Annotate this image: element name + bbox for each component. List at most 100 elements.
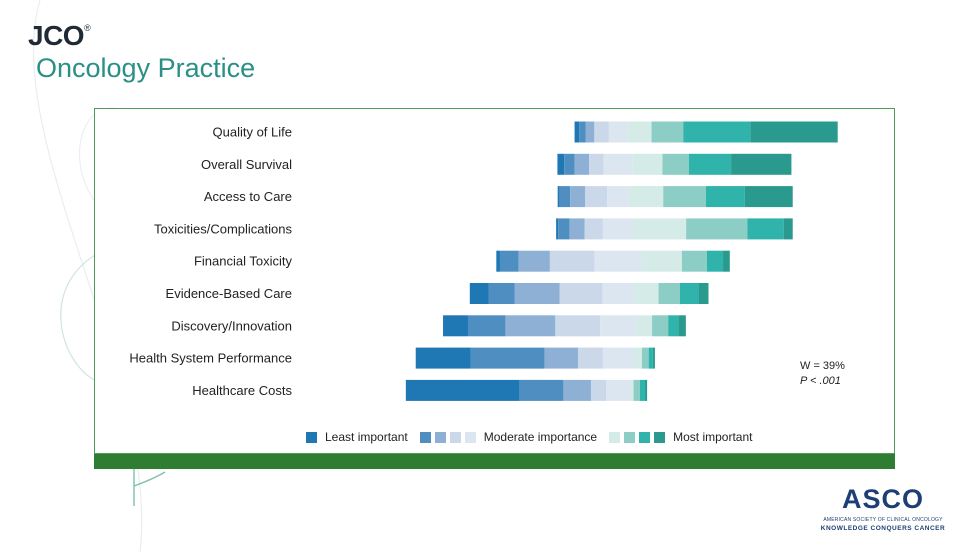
bar-segment-rank-6 bbox=[628, 186, 664, 208]
statistics-annotation: W = 39% P < .001 bbox=[800, 359, 845, 389]
bar-segment-rank-1 bbox=[496, 250, 500, 272]
category-label: Quality of Life bbox=[213, 125, 293, 140]
bar-segment-rank-6 bbox=[627, 121, 652, 143]
legend-swatch-rank-2 bbox=[419, 431, 431, 443]
bar-segment-rank-9 bbox=[678, 315, 686, 337]
bar-segment-rank-4 bbox=[559, 283, 603, 304]
bar-segment-rank-2 bbox=[470, 347, 545, 369]
chart-legend: Least important Moderate importance Most… bbox=[306, 430, 764, 444]
asco-tagline: KNOWLEDGE CONQUERS CANCER bbox=[820, 525, 946, 532]
bar-segment-rank-2 bbox=[499, 250, 519, 272]
bar-segment-rank-4 bbox=[589, 153, 604, 175]
bar-segment-rank-8 bbox=[747, 218, 784, 240]
bar-segment-rank-9 bbox=[783, 218, 793, 240]
asco-logo: ASCO AMERICAN SOCIETY OF CLINICAL ONCOLO… bbox=[818, 484, 948, 533]
bar-segment-rank-4 bbox=[577, 347, 603, 369]
bar-segment-rank-3 bbox=[505, 315, 556, 337]
category-label: Evidence-Based Care bbox=[166, 286, 292, 301]
kendall-w-label: W = 39% bbox=[800, 360, 845, 372]
bar-segment-rank-4 bbox=[594, 121, 609, 143]
bar-segment-rank-7 bbox=[651, 121, 684, 143]
bar-segment-rank-7 bbox=[658, 283, 680, 304]
category-label: Health System Performance bbox=[129, 351, 292, 366]
bar-segment-rank-4 bbox=[584, 218, 603, 240]
legend-swatch-rank-6 bbox=[609, 431, 621, 443]
legend-swatch-rank-8 bbox=[639, 431, 651, 443]
legend-swatch-rank-9 bbox=[654, 431, 666, 443]
bar-segment-rank-4 bbox=[555, 315, 601, 337]
bar-segment-rank-1 bbox=[574, 121, 580, 143]
bar-segment-rank-2 bbox=[467, 315, 506, 337]
bar-segment-rank-6 bbox=[633, 218, 687, 240]
category-label: Financial Toxicity bbox=[194, 254, 293, 269]
bar-segment-rank-9 bbox=[731, 153, 792, 175]
bar-segment-rank-2 bbox=[564, 153, 575, 175]
registered-mark: ® bbox=[84, 23, 91, 33]
legend-label-most: Most important bbox=[673, 430, 753, 444]
category-label: Toxicities/Complications bbox=[154, 221, 292, 236]
journal-short-name: JCO bbox=[28, 20, 85, 51]
bar-segment-rank-3 bbox=[514, 283, 560, 304]
legend-swatch-rank-1 bbox=[306, 431, 317, 443]
bar-segment-rank-5 bbox=[608, 121, 628, 143]
bar-segment-rank-7 bbox=[641, 347, 649, 369]
legend-swatch-rank-3 bbox=[434, 431, 446, 443]
bar-segment-rank-1 bbox=[557, 153, 565, 175]
bar-segment-rank-2 bbox=[579, 121, 586, 143]
bar-segment-rank-6 bbox=[641, 250, 682, 272]
bar-segment-rank-2 bbox=[488, 283, 515, 304]
bar-segment-rank-5 bbox=[602, 347, 634, 369]
bar-segment-rank-4 bbox=[585, 186, 608, 208]
bar-segment-rank-7 bbox=[662, 153, 689, 175]
bar-segment-rank-5 bbox=[602, 218, 634, 240]
bar-segment-rank-7 bbox=[652, 315, 669, 337]
bar-segment-rank-1 bbox=[557, 186, 560, 208]
bar-segment-rank-7 bbox=[681, 250, 707, 272]
bar-segment-rank-8 bbox=[639, 379, 646, 401]
bar-segment-rank-2 bbox=[559, 186, 571, 208]
legend-swatch-rank-7 bbox=[624, 431, 636, 443]
footer-accent-bar bbox=[94, 454, 895, 469]
category-label: Access to Care bbox=[204, 189, 292, 204]
bar-segment-rank-3 bbox=[518, 250, 550, 272]
bar-segment-rank-5 bbox=[594, 250, 642, 272]
bar-segment-rank-3 bbox=[585, 121, 595, 143]
bar-segment-rank-8 bbox=[648, 347, 653, 369]
bar-segment-rank-5 bbox=[602, 283, 634, 304]
bar-segment-rank-8 bbox=[679, 283, 699, 304]
bar-segment-rank-3 bbox=[563, 379, 591, 401]
bar-segment-rank-8 bbox=[688, 153, 732, 175]
bar-segment-rank-9 bbox=[744, 186, 793, 208]
bar-segment-rank-6 bbox=[629, 379, 634, 401]
category-label: Discovery/Innovation bbox=[171, 318, 292, 333]
legend-swatch-rank-4 bbox=[449, 431, 461, 443]
bar-segment-rank-6 bbox=[632, 153, 663, 175]
bar-segment-rank-8 bbox=[683, 121, 751, 143]
bar-segment-rank-5 bbox=[607, 186, 629, 208]
category-label: Overall Survival bbox=[201, 157, 292, 172]
bar-segment-rank-4 bbox=[549, 250, 595, 272]
p-value-label: P < .001 bbox=[800, 375, 841, 387]
bar-segment-rank-3 bbox=[544, 347, 578, 369]
bar-segment-rank-1 bbox=[405, 379, 520, 401]
journal-name: Oncology Practice bbox=[36, 53, 256, 83]
bar-segment-rank-9 bbox=[750, 121, 838, 143]
bar-segment-rank-4 bbox=[590, 379, 607, 401]
bar-segment-rank-3 bbox=[570, 186, 586, 208]
bar-segment-rank-1 bbox=[415, 347, 471, 369]
asco-wordmark: ASCO bbox=[841, 484, 924, 514]
bar-segment-rank-9 bbox=[652, 347, 655, 369]
bar-segment-rank-5 bbox=[606, 379, 630, 401]
bar-segment-rank-3 bbox=[574, 153, 590, 175]
bar-segment-rank-6 bbox=[633, 347, 642, 369]
category-label: Healthcare Costs bbox=[192, 383, 292, 398]
bar-segment-rank-9 bbox=[645, 379, 648, 401]
bar-segment-rank-8 bbox=[705, 186, 745, 208]
bar-segment-rank-9 bbox=[723, 250, 730, 272]
bar-segment-rank-7 bbox=[686, 218, 748, 240]
bar-segment-rank-6 bbox=[635, 315, 653, 337]
journal-logo: JCO® bbox=[28, 20, 91, 51]
bar-segment-rank-5 bbox=[600, 315, 636, 337]
bar-segment-rank-2 bbox=[558, 218, 570, 240]
